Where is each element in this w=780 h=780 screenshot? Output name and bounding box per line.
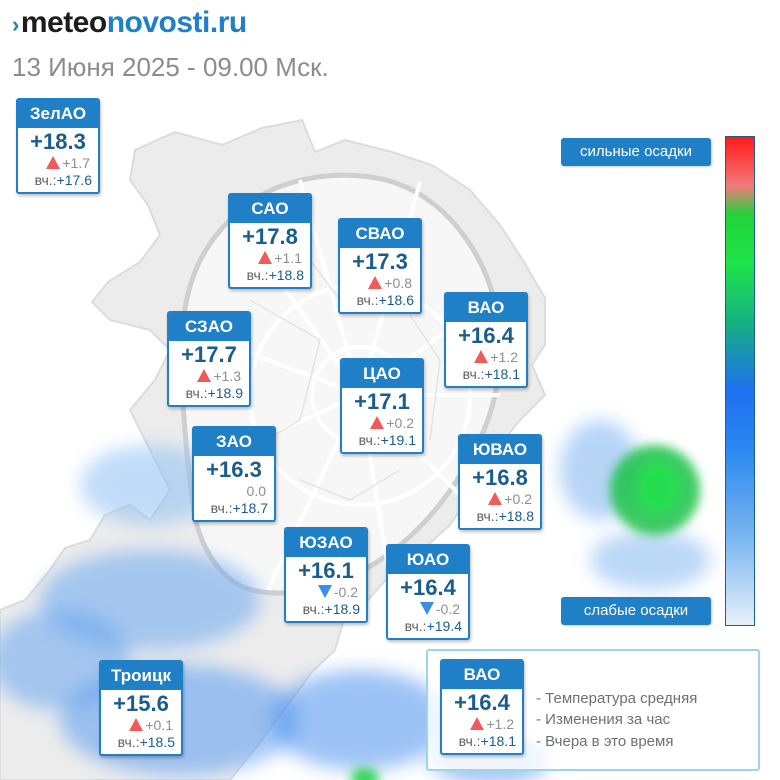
district-temperature: +17.1	[354, 389, 410, 414]
district-temperature: +18.3	[30, 129, 86, 154]
arrow-up-icon	[474, 350, 489, 363]
district-card-zelao: ЗелАО +18.3 +1.7 вч.:+17.6	[16, 98, 100, 194]
district-name: ЦАО	[342, 360, 422, 388]
district-temperature: +16.4	[454, 690, 510, 715]
district-temperature: +17.7	[181, 342, 237, 367]
district-hourly-change: +1.3	[169, 368, 249, 385]
district-card-yuao: ЮАО +16.4 -0.2 вч.:+19.4	[386, 544, 470, 640]
arrow-up-icon	[470, 717, 485, 730]
district-temperature: +16.4	[400, 575, 456, 600]
district-name: ЮВАО	[460, 436, 540, 464]
district-card-tsao: ЦАО +17.1 +0.2 вч.:+19.1	[340, 358, 424, 454]
district-yesterday: вч.:+18.1	[462, 366, 520, 382]
arrow-down-icon	[317, 585, 332, 598]
scale-label-heavy: сильные осадки	[561, 138, 711, 166]
district-hourly-change: +1.1	[230, 250, 310, 267]
district-card-szao: СЗАО +17.7 +1.3 вч.:+18.9	[167, 311, 251, 407]
district-hourly-change: +1.2	[442, 716, 522, 733]
district-name: ЗАО	[194, 428, 274, 456]
precipitation-scale-bar	[725, 136, 755, 626]
legend-line-hourly-change: - Изменения за час	[536, 711, 671, 728]
district-yesterday: вч.:+18.6	[356, 292, 414, 308]
arrow-up-icon	[197, 369, 212, 382]
district-card-troitsk: Троицк +15.6 +0.1 вч.:+18.5	[99, 660, 183, 756]
district-yesterday: вч.:+18.8	[246, 267, 304, 283]
district-hourly-change: +1.7	[18, 155, 98, 172]
district-hourly-change: -0.2	[286, 584, 366, 601]
district-yesterday: вч.:+19.1	[358, 432, 416, 448]
district-card-yuzao: ЮЗАО +16.1 -0.2 вч.:+18.9	[284, 527, 368, 623]
district-hourly-change: +0.1	[101, 717, 181, 734]
district-name: Троицк	[101, 662, 181, 690]
district-card-svao: СВАО +17.3 +0.8 вч.:+18.6	[338, 218, 422, 314]
legend-line-yesterday: - Вчера в это время	[536, 733, 674, 750]
district-temperature: +16.4	[458, 323, 514, 348]
district-name: ЮЗАО	[286, 529, 366, 557]
district-name: СВАО	[340, 220, 420, 248]
district-temperature: +15.6	[113, 691, 169, 716]
district-name: ВАО	[446, 294, 526, 322]
district-card-sao: САО +17.8 +1.1 вч.:+18.8	[228, 193, 312, 289]
district-yesterday: вч.:+19.4	[404, 618, 462, 634]
arrow-up-icon	[46, 156, 61, 169]
district-card-zao: ЗАО +16.3 0.0 вч.:+18.7	[192, 426, 276, 522]
arrow-up-icon	[370, 416, 385, 429]
district-hourly-change: 0.0	[246, 483, 266, 499]
district-yesterday: вч.:+18.7	[210, 500, 268, 516]
site-logo[interactable]: ›meteonovosti.ru	[12, 6, 247, 40]
district-hourly-change: +0.8	[340, 275, 420, 292]
district-card-vao: ВАО +16.4 +1.2 вч.:+18.1	[444, 292, 528, 388]
district-name: СЗАО	[169, 313, 249, 341]
arrow-up-icon	[368, 276, 383, 289]
arrow-up-icon	[258, 251, 273, 264]
legend-sample-card: ВАО +16.4 +1.2 вч.:+18.1	[440, 659, 524, 755]
district-yesterday: вч.:+18.9	[302, 601, 360, 617]
district-card-yuvao: ЮВАО +16.8 +0.2 вч.:+18.8	[458, 434, 542, 530]
district-name: САО	[230, 195, 310, 223]
district-yesterday: вч.:+18.5	[117, 734, 175, 750]
district-yesterday: вч.:+18.8	[476, 508, 534, 524]
district-name: ВАО	[442, 661, 522, 689]
arrow-up-icon	[129, 718, 144, 731]
district-temperature: +16.1	[298, 558, 354, 583]
district-hourly-change: +0.2	[342, 415, 422, 432]
district-temperature: +16.3	[206, 457, 262, 482]
district-hourly-change: -0.2	[388, 601, 468, 618]
district-name: ЮАО	[388, 546, 468, 574]
arrow-down-icon	[419, 602, 434, 615]
district-temperature: +17.3	[352, 249, 408, 274]
district-temperature: +16.8	[472, 465, 528, 490]
date-time-subtitle: 13 Июня 2025 - 09.00 Мск.	[12, 52, 329, 82]
district-yesterday: вч.:+18.9	[185, 385, 243, 401]
logo-text-accent: novosti.ru	[106, 6, 248, 39]
arrow-up-icon	[488, 492, 503, 505]
district-hourly-change: +0.2	[460, 491, 540, 508]
district-hourly-change: +1.2	[446, 349, 526, 366]
district-name: ЗелАО	[18, 100, 98, 128]
district-yesterday: вч.:+17.6	[34, 172, 92, 188]
legend-line-average-temp: - Температура средняя	[536, 690, 698, 707]
logo-icon: ›	[12, 12, 19, 37]
district-yesterday: вч.:+18.1	[458, 733, 516, 749]
district-temperature: +17.8	[242, 224, 298, 249]
logo-text-main: meteo	[20, 6, 107, 39]
scale-label-light: слабые осадки	[561, 597, 711, 625]
